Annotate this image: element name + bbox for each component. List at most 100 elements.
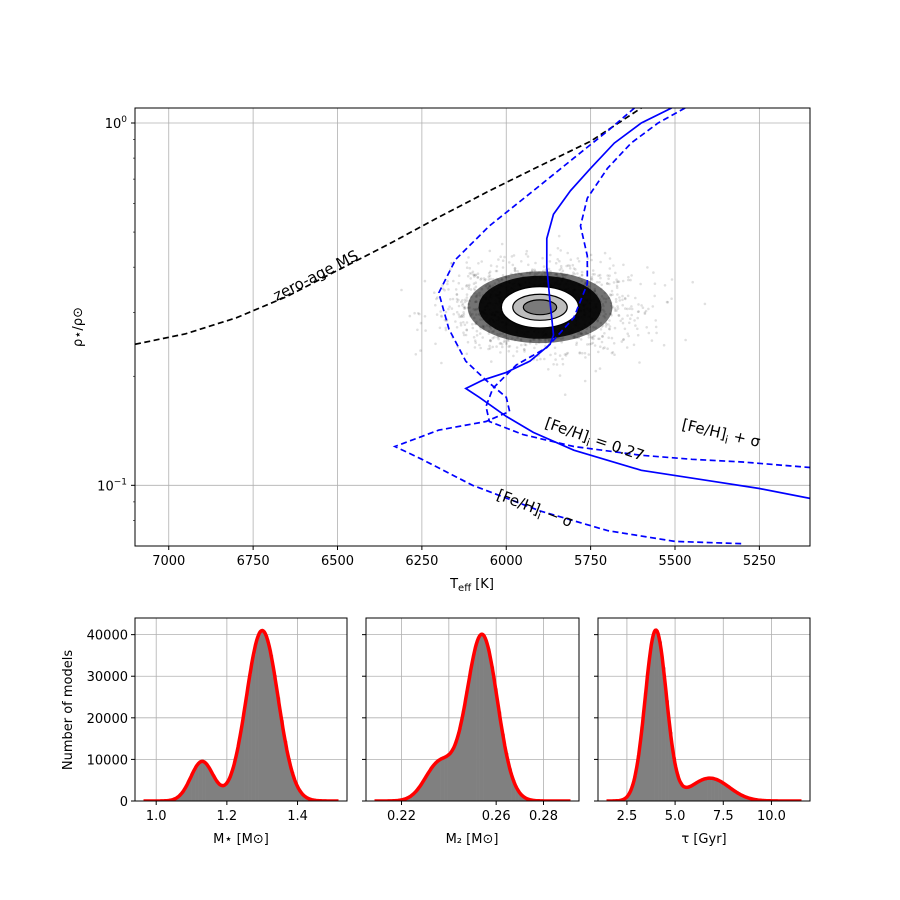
posterior-sample xyxy=(530,269,534,273)
mass-histogram-ticks: 1.0 1.2 1.4 0 10000 20000 30000 40000 xyxy=(87,629,308,824)
posterior-sample xyxy=(637,303,640,306)
posterior-sample xyxy=(439,310,442,313)
posterior-sample xyxy=(457,304,461,308)
histogram-bar xyxy=(465,690,470,801)
posterior-sample xyxy=(501,259,505,263)
posterior-sample xyxy=(487,347,490,351)
mass-histogram-frame xyxy=(134,617,348,802)
posterior-sample xyxy=(520,260,523,263)
histogram-bar xyxy=(212,777,217,801)
posterior-sample xyxy=(444,326,448,330)
track-feh_plus xyxy=(485,108,810,469)
posterior-sample xyxy=(653,294,656,298)
hist-y-tick-label: 10000 xyxy=(87,753,128,768)
track-zams xyxy=(135,108,642,346)
histogram-bar xyxy=(661,667,666,801)
posterior-sample xyxy=(608,319,611,322)
posterior-sample xyxy=(473,275,476,278)
hr-diagram-panel: 7000 6750 6500 6250 6000 5750 5500 525010010−1 … xyxy=(71,107,811,594)
posterior-sample xyxy=(558,374,562,377)
posterior-sample xyxy=(535,342,538,346)
posterior-sample xyxy=(488,249,492,253)
histogram-bar xyxy=(643,692,648,801)
posterior-sample xyxy=(533,346,536,350)
posterior-sample xyxy=(554,261,558,265)
age-histogram-panel: 2.5 5.0 7.5 10.0 τ [Gyr] xyxy=(594,617,811,847)
posterior-sample xyxy=(564,354,568,357)
histogram-bar xyxy=(461,710,466,801)
posterior-sample xyxy=(636,310,640,314)
posterior-sample xyxy=(481,336,485,339)
posterior-sample xyxy=(670,278,674,281)
posterior-sample xyxy=(534,261,537,265)
hist-x-tick-label: 10.0 xyxy=(757,809,786,824)
posterior-sample xyxy=(461,304,464,307)
histogram-bar xyxy=(408,796,413,801)
posterior-sample xyxy=(433,291,436,295)
posterior-sample xyxy=(495,345,498,348)
histogram-bar xyxy=(682,786,687,801)
posterior-sample xyxy=(650,339,654,342)
histogram-bar xyxy=(230,771,235,801)
posterior-sample xyxy=(463,306,467,309)
posterior-sample xyxy=(477,262,480,265)
histogram-bar xyxy=(658,641,662,801)
histogram-bar xyxy=(735,792,740,801)
posterior-sample xyxy=(608,328,611,331)
main-x-tick-label: 5500 xyxy=(658,554,691,569)
posterior-sample xyxy=(652,271,655,274)
posterior-sample xyxy=(608,267,612,270)
posterior-sample xyxy=(627,278,630,282)
main-x-tick-label: 6500 xyxy=(321,554,354,569)
posterior-sample xyxy=(505,341,508,344)
posterior-sample xyxy=(452,279,455,283)
histogram-bar xyxy=(447,754,452,801)
posterior-sample xyxy=(607,327,611,331)
histogram-bar xyxy=(725,785,730,801)
histogram-bar xyxy=(640,726,645,801)
posterior-sample xyxy=(579,338,583,341)
posterior-sample xyxy=(578,352,581,355)
histogram-bar xyxy=(483,637,487,801)
posterior-sample xyxy=(462,307,466,310)
posterior-sample xyxy=(448,305,451,309)
posterior-sample xyxy=(597,350,600,354)
posterior-sample xyxy=(558,268,562,272)
posterior-sample xyxy=(591,269,595,272)
posterior-sample xyxy=(462,305,466,309)
posterior-sample xyxy=(491,345,495,349)
hist-y-tick-label: 40000 xyxy=(87,629,128,644)
posterior-sample xyxy=(666,300,670,304)
posterior-sample xyxy=(613,307,617,310)
posterior-sample xyxy=(587,353,591,356)
posterior-sample xyxy=(593,334,596,338)
posterior-sample xyxy=(591,273,595,276)
posterior-sample xyxy=(587,336,591,339)
histogram-bar xyxy=(490,666,495,801)
posterior-sample xyxy=(525,249,529,253)
posterior-sample xyxy=(554,358,557,361)
posterior-sample xyxy=(629,317,632,321)
posterior-sample xyxy=(640,304,643,307)
histogram-bar xyxy=(647,660,652,801)
histogram-bar xyxy=(686,787,691,801)
feh-plus-annotation: [Fe/H]i + σ xyxy=(680,415,763,454)
histogram-bar xyxy=(732,790,737,801)
posterior-sample xyxy=(580,273,584,277)
posterior-sample xyxy=(568,264,572,268)
posterior-sample xyxy=(590,342,593,346)
posterior-sample xyxy=(647,307,650,311)
posterior-sample xyxy=(611,293,614,297)
posterior-sample xyxy=(557,234,561,238)
histogram-bar xyxy=(500,733,505,801)
posterior-sample xyxy=(446,282,449,286)
posterior-sample xyxy=(523,350,526,353)
posterior-sample xyxy=(616,305,619,308)
histogram-bar xyxy=(515,788,519,801)
posterior-sample xyxy=(607,323,610,326)
posterior-sample xyxy=(501,274,505,277)
posterior-sample xyxy=(610,336,614,340)
posterior-sample xyxy=(494,269,498,273)
posterior-sample xyxy=(615,280,619,284)
main-x-tick-label: 6000 xyxy=(490,554,523,569)
